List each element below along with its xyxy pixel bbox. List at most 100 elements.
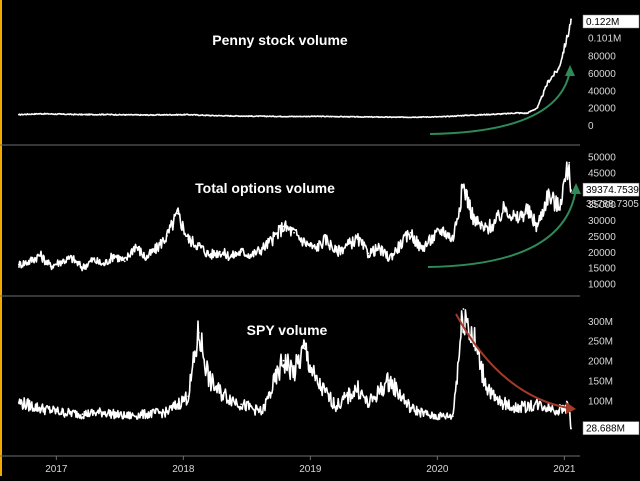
- panel-1-data-point: [557, 67, 560, 70]
- x-axis-tick-label: 2021: [553, 464, 576, 475]
- panel-3-data-point: [197, 331, 200, 334]
- panel-3-data-point: [123, 415, 126, 418]
- panel-1-y-tick-label: 40000: [588, 86, 616, 97]
- panel-3-data-point: [483, 379, 486, 382]
- panel-2-data-point: [346, 244, 348, 247]
- panel-1-data-point: [547, 80, 549, 83]
- x-axis-tick-label: 2018: [172, 464, 195, 475]
- panel-3-last-value-box: [582, 421, 640, 435]
- panel-2-data-point: [197, 244, 200, 247]
- panel-2-data-point: [536, 225, 539, 228]
- panel-3-data-point: [388, 379, 391, 382]
- panel-2-data-point: [409, 231, 412, 234]
- panel-3-data-point: [409, 407, 412, 410]
- panel-2-data-point: [367, 252, 370, 255]
- panel-2-y-tick-label: 45000: [588, 168, 616, 179]
- panel-1-data-point: [250, 115, 253, 118]
- panel-1-data-point: [483, 113, 486, 116]
- panel-3-data-point: [515, 407, 518, 410]
- panel-2-data-point: [303, 241, 306, 244]
- panel-2-last-value-label: 39374.7539: [586, 185, 639, 196]
- panel-2-data-point: [473, 219, 475, 221]
- panel-3-data-point: [60, 411, 63, 414]
- panel-3-data-point: [17, 401, 20, 404]
- x-axis-tick-label: 2020: [426, 464, 449, 475]
- panel-1-data-point: [377, 116, 380, 118]
- panel-3-data-point: [219, 391, 221, 394]
- panel-3-data-point: [494, 399, 497, 402]
- panel-3-data-point: [430, 415, 433, 418]
- panel-1-data-point: [17, 113, 20, 116]
- panel-3-data-point: [144, 413, 147, 416]
- panel-2-data-point: [39, 254, 41, 256]
- panel-2-data-point: [494, 222, 497, 225]
- panel-1-data-point: [229, 115, 232, 117]
- panel-3-trend-arrow-down: [455, 313, 569, 409]
- panel-2-data-point: [324, 238, 327, 240]
- panel-2-data-point: [187, 238, 190, 240]
- panel-2-data-point: [240, 250, 243, 253]
- panel-2-data-point: [102, 263, 105, 266]
- panel-2-data-point: [335, 250, 338, 253]
- panel-2-data-point: [92, 258, 94, 261]
- panel-2-trend-arrowhead: [571, 183, 581, 194]
- panel-3-marks: 28.688M: [17, 308, 640, 435]
- panel-3-trend-arrowhead: [566, 402, 576, 414]
- panel-1-data-point: [504, 112, 507, 115]
- panel-2-data-point: [229, 255, 232, 258]
- panel-1-data-point: [420, 116, 422, 118]
- x-axis-ticks: 2017 2018 2019 2020 2021: [45, 456, 576, 475]
- panel-2-data-point: [271, 238, 274, 240]
- panel-3-data-point: [208, 379, 211, 382]
- panel-2-data-point: [547, 193, 549, 196]
- panel-3-title: SPY volume: [247, 322, 328, 338]
- panel-1-data-point: [536, 106, 539, 109]
- panel-1-data-point: [81, 113, 84, 116]
- panel-2-y-tick-label: 30000: [588, 216, 616, 227]
- panel-1-y-tick-label: 60000: [588, 69, 616, 80]
- panel-2-y-tick-label: 25000: [588, 232, 616, 243]
- panel-1-y-tick-label: 80000: [588, 52, 616, 63]
- panel-2-data-point: [515, 219, 518, 221]
- panel-2-data-point: [293, 231, 295, 234]
- panel-2-y-tick-label: 50000: [588, 152, 616, 163]
- panel-2-secondary-value-label: 35788.7305: [586, 199, 639, 210]
- panel-3-data-point: [81, 413, 84, 416]
- panel-3-y-ticks: 100M 150M 200M 250M 300M: [588, 317, 613, 407]
- panel-1-data-point: [314, 115, 317, 118]
- panel-2-data-point: [570, 189, 572, 192]
- panel-2-data-point: [60, 260, 63, 263]
- panel-1-y-tick-label: 0.101M: [588, 34, 621, 45]
- panel-2-data-point: [113, 254, 116, 256]
- panel-2-data-point: [451, 238, 454, 240]
- panel-1-data-point: [399, 116, 401, 119]
- panel-3-data-point: [187, 395, 190, 398]
- panel-3-data-point: [240, 403, 243, 406]
- panel-1-y-tick-label: 0: [588, 121, 594, 132]
- panel-2-data-point: [70, 257, 73, 260]
- panel-1-data-point: [293, 115, 295, 118]
- left-accent-bar: [0, 0, 2, 476]
- panel-3-data-point: [282, 359, 285, 362]
- panel-1-data-point: [271, 115, 274, 118]
- panel-2-data-point: [483, 228, 486, 231]
- panel-2-data-point: [526, 209, 528, 212]
- panel-3: SPY volume 100M 150M 200M 250M 300M 28.688M: [17, 308, 640, 435]
- panel-2-data-point: [504, 206, 507, 209]
- panel-3-data-point: [261, 411, 264, 414]
- panel-1-data-point: [166, 113, 168, 116]
- panel-2-data-point: [377, 247, 380, 250]
- x-axis-tick-label: 2017: [45, 464, 68, 475]
- panel-1-data-point: [515, 111, 518, 114]
- panel-3-y-tick-label: 300M: [588, 317, 613, 328]
- panel-3-data-point: [293, 371, 295, 374]
- panel-1-data-point: [568, 28, 571, 31]
- panel-2-data-point: [176, 212, 179, 215]
- x-axis-tick-label: 2019: [299, 464, 322, 475]
- panel-1-marks: 0.122M: [17, 14, 640, 135]
- panel-2-data-point: [356, 238, 359, 240]
- panel-3-last-value-label: 28.688M: [586, 424, 625, 435]
- panel-3-data-point: [335, 405, 338, 408]
- panel-2-last-value-box: [582, 182, 640, 197]
- panel-1-data-point: [208, 114, 211, 117]
